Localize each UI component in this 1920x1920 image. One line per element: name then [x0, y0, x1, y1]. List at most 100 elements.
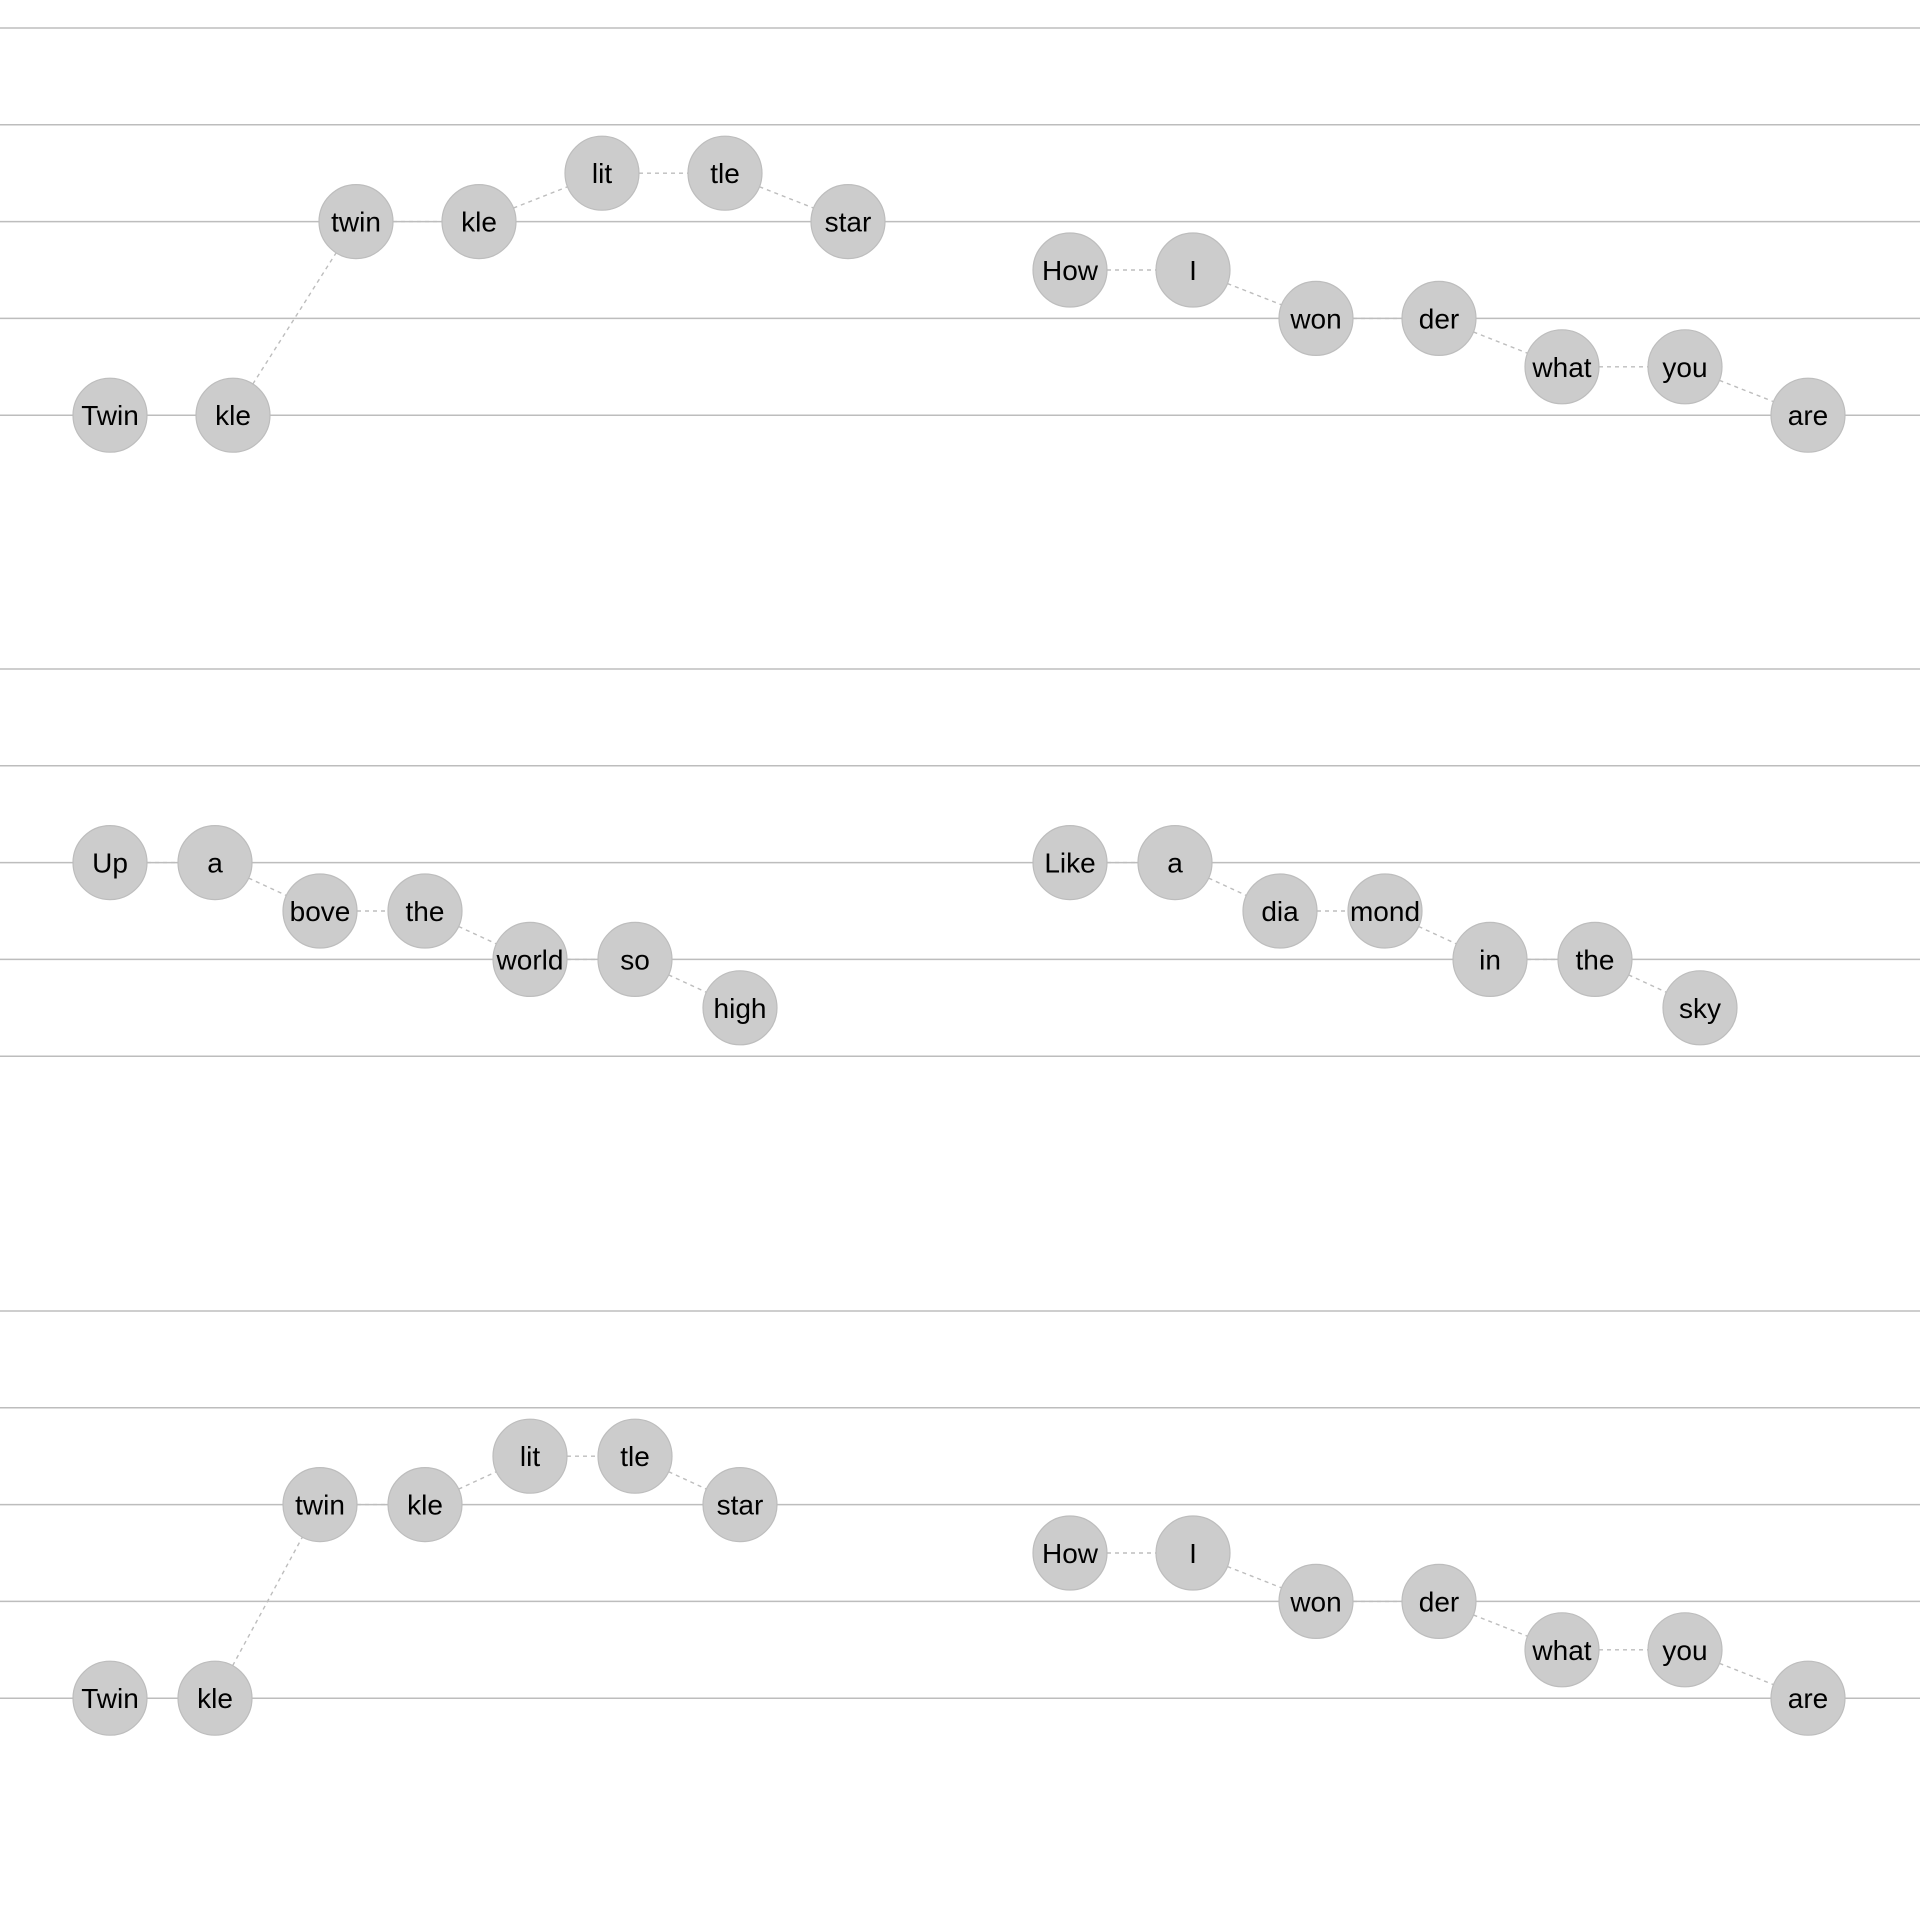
note: won — [1278, 1563, 1354, 1640]
note: lit — [564, 135, 640, 211]
phrase: Twin kle twin kle lit tle star — [72, 135, 886, 453]
syllable-label: are — [1788, 400, 1828, 431]
note-circle — [702, 970, 778, 1046]
syllable-label: Up — [92, 848, 128, 879]
syllable-label: won — [1289, 1586, 1341, 1617]
note: lit — [492, 1418, 568, 1494]
syllable-label: star — [825, 207, 872, 238]
phrase: Twin kle twin kle lit tle star — [72, 1418, 778, 1736]
note: a — [1137, 824, 1213, 901]
syllable-label: mond — [1350, 896, 1420, 927]
note: der — [1401, 1563, 1477, 1640]
note-circle — [318, 184, 394, 260]
note: der — [1401, 280, 1477, 356]
syllable-label: what — [1531, 1635, 1591, 1666]
note-circle — [1770, 1660, 1846, 1736]
note-circle — [1347, 873, 1423, 949]
syllable-label: How — [1042, 1538, 1099, 1569]
note: you — [1647, 329, 1723, 405]
note-circle — [687, 135, 763, 211]
note-connector — [1208, 877, 1247, 897]
syllable-label: tle — [620, 1441, 650, 1472]
note-circle — [1155, 1515, 1231, 1591]
note: are — [1770, 377, 1846, 453]
note-circle — [1662, 970, 1738, 1046]
syllable-label: a — [1167, 848, 1183, 879]
note-circle — [810, 184, 886, 260]
note-connector — [232, 1536, 303, 1667]
note-connector — [1227, 282, 1282, 306]
note-circle — [1452, 921, 1528, 998]
syllable-label: the — [1576, 944, 1615, 975]
note: bove — [282, 873, 358, 949]
syllable-label: won — [1289, 303, 1341, 334]
note-circle — [1647, 329, 1723, 405]
note: you — [1647, 1612, 1723, 1688]
note-circle — [282, 873, 358, 949]
note-circle — [195, 377, 271, 453]
note-circle — [1770, 377, 1846, 453]
note: kle — [387, 1466, 463, 1543]
note-connector — [1418, 925, 1457, 945]
syllable-label: lit — [520, 1441, 540, 1472]
note-circle — [72, 824, 148, 901]
syllable-label: world — [496, 944, 564, 975]
note: sky — [1662, 970, 1738, 1046]
note: I — [1155, 1515, 1231, 1591]
note-circle — [1524, 329, 1600, 405]
note-connector — [458, 925, 497, 945]
note-circle — [1647, 1612, 1723, 1688]
note-connector — [1628, 974, 1667, 993]
note-connector — [668, 974, 707, 993]
note: a — [177, 824, 253, 901]
note: Twin — [72, 377, 148, 453]
syllable-label: high — [714, 993, 767, 1024]
note: won — [1278, 280, 1354, 356]
note-circle — [282, 1466, 358, 1543]
note-connector — [1473, 331, 1528, 354]
syllable-label: lit — [592, 158, 612, 189]
note-circle — [492, 921, 568, 998]
note: kle — [177, 1660, 253, 1736]
note-circle — [1032, 1515, 1108, 1591]
note-circle — [597, 921, 673, 998]
syllable-label: in — [1479, 944, 1501, 975]
note-connector — [1719, 379, 1774, 403]
note: How — [1032, 1515, 1108, 1591]
note-circle — [1557, 921, 1633, 998]
syllable-label: kle — [461, 207, 497, 238]
note: world — [492, 921, 568, 998]
note-circle — [1278, 280, 1354, 356]
note-circle — [1278, 1563, 1354, 1640]
syllable-label: are — [1788, 1683, 1828, 1714]
note: How — [1032, 232, 1108, 308]
note: mond — [1347, 873, 1423, 949]
note-circle — [1524, 1612, 1600, 1688]
note-connector — [1227, 1565, 1282, 1589]
phrase: Like a dia mond in the sky — [1032, 824, 1738, 1046]
syllable-label: so — [620, 944, 650, 975]
note: Up — [72, 824, 148, 901]
syllable-label: How — [1042, 255, 1099, 286]
note: in — [1452, 921, 1528, 998]
note: twin — [282, 1466, 358, 1543]
note-circle — [1137, 824, 1213, 901]
syllable-label: what — [1531, 352, 1591, 383]
syllable-label: Twin — [81, 400, 139, 431]
note-circle — [387, 1466, 463, 1543]
note: kle — [441, 184, 517, 260]
syllable-label: the — [406, 896, 445, 927]
note: the — [387, 873, 463, 949]
syllable-label: you — [1662, 352, 1707, 383]
syllable-label: kle — [197, 1683, 233, 1714]
syllable-label: kle — [407, 1490, 443, 1521]
note: tle — [597, 1418, 673, 1494]
note-circle — [1242, 873, 1318, 949]
syllable-label: twin — [331, 207, 381, 238]
note-connector — [248, 877, 287, 897]
syllable-label: star — [717, 1490, 764, 1521]
syllable-label: sky — [1679, 993, 1721, 1024]
